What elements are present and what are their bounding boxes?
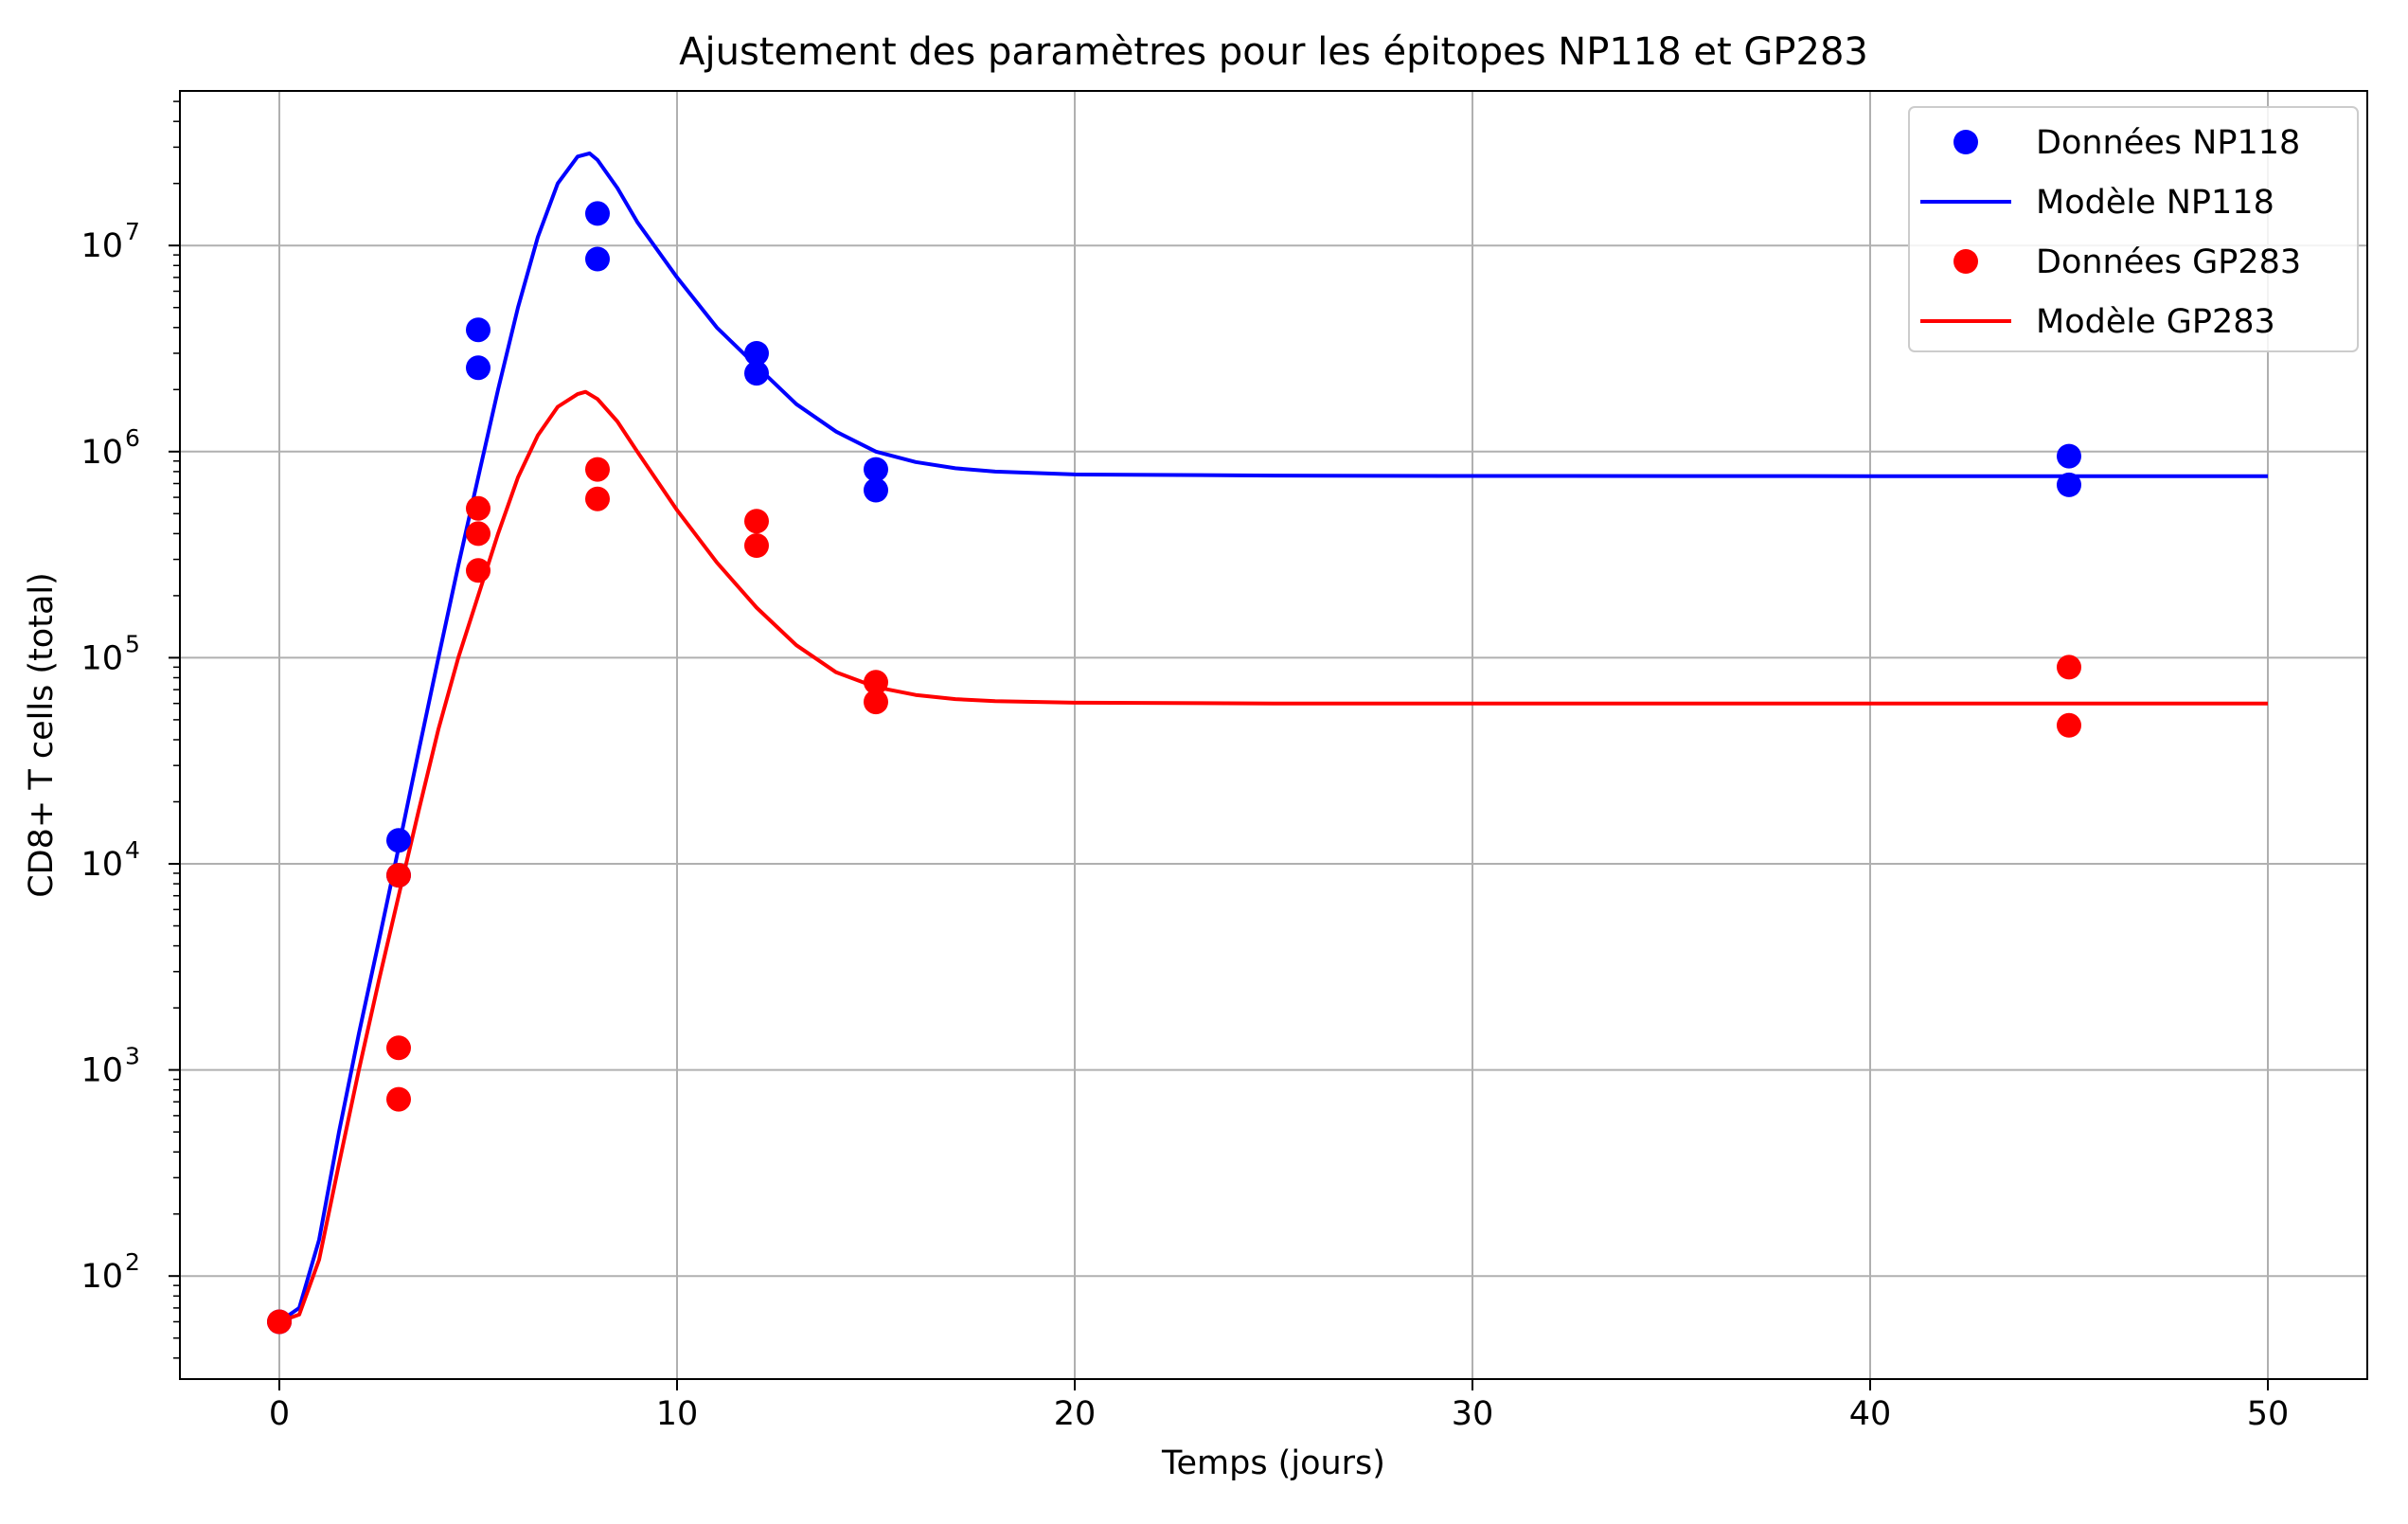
data-point [386, 828, 411, 853]
legend-box [1908, 106, 2359, 352]
y-tick-label: 10 [80, 1258, 123, 1296]
y-tick-label: 10 [80, 227, 123, 265]
x-tick-label: 50 [2247, 1395, 2290, 1433]
chart-title: Ajustement des paramètres pour les épito… [679, 30, 1868, 74]
y-tick-label: 10 [80, 1052, 123, 1090]
x-tick-label: 0 [269, 1395, 290, 1433]
legend-entry: Modèle NP118 [1920, 184, 2274, 222]
data-point [744, 361, 769, 386]
x-axis-label: Temps (jours) [1161, 1444, 1385, 1482]
series-layer [267, 151, 2268, 1335]
y-axis-label: CD8+ T cells (total) [23, 572, 61, 898]
data-point [2057, 654, 2081, 680]
y-tick-exponent: 2 [125, 1248, 140, 1276]
data-point [585, 486, 610, 511]
data-point [386, 1035, 411, 1061]
data-point [744, 509, 769, 534]
data-point [466, 558, 491, 583]
data-point [466, 355, 491, 381]
y-tick-exponent: 7 [125, 218, 140, 245]
legend-entry: Données GP283 [1953, 243, 2301, 281]
grid-layer [180, 91, 2367, 1379]
data-point [386, 1086, 411, 1112]
data-point [744, 341, 769, 366]
data-point [2057, 712, 2081, 738]
data-point [466, 495, 491, 521]
y-tick-exponent: 3 [125, 1043, 140, 1070]
data-point [386, 863, 411, 888]
x-tick-label: 20 [1054, 1395, 1097, 1433]
x-tick-label: 40 [1849, 1395, 1892, 1433]
data-point [864, 690, 888, 715]
data-point [585, 246, 610, 272]
legend-label: Modèle NP118 [2036, 184, 2274, 222]
data-point [585, 457, 610, 482]
series-line [277, 151, 2268, 1324]
x-tick-label: 10 [656, 1395, 699, 1433]
legend-label: Données NP118 [2036, 124, 2300, 162]
data-point [267, 1309, 292, 1335]
legend-entry: Données NP118 [1953, 124, 2300, 162]
data-point [864, 477, 888, 503]
data-point [585, 201, 610, 226]
legend: Données NP118 Modèle NP118 Données GP283 Mo… [1908, 106, 2359, 352]
legend-label: Données GP283 [2036, 243, 2301, 281]
legend-entry: Modèle GP283 [1920, 303, 2275, 341]
y-tick-exponent: 4 [125, 836, 140, 864]
data-point [744, 533, 769, 558]
y-tick-label: 10 [80, 434, 123, 472]
data-point [466, 521, 491, 547]
legend-label: Modèle GP283 [2036, 303, 2275, 341]
data-point [864, 670, 888, 695]
series-line [278, 389, 2268, 1324]
data-point [864, 457, 888, 482]
data-point [466, 317, 491, 343]
data-point [2057, 472, 2081, 497]
y-tick-label: 10 [80, 639, 123, 677]
y-tick-exponent: 5 [125, 630, 140, 657]
legend-marker [1953, 130, 1978, 154]
axes-frame [179, 90, 2368, 1380]
x-tick-label: 30 [1452, 1395, 1494, 1433]
legend-marker [1953, 249, 1978, 274]
y-tick-label: 10 [80, 846, 123, 884]
data-point [2057, 443, 2081, 469]
y-tick-exponent: 6 [125, 424, 140, 452]
